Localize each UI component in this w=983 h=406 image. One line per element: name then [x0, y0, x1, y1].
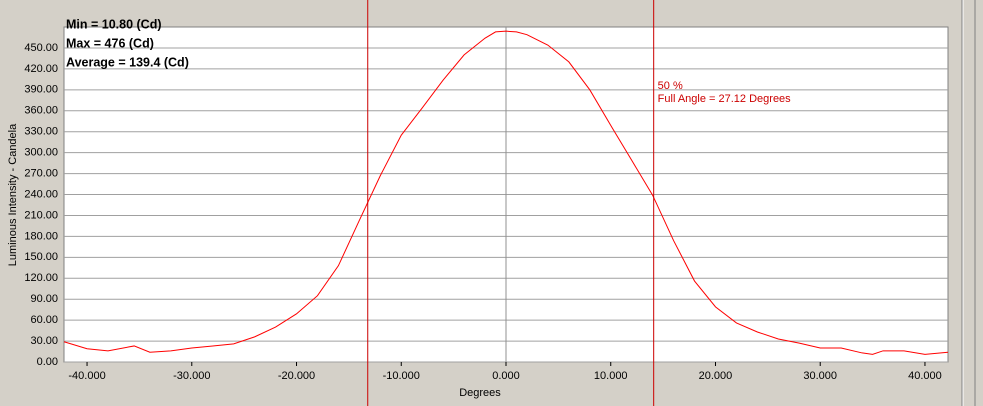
x-tick-label: 0.000	[492, 370, 520, 382]
line-series	[63, 30, 949, 355]
grid	[64, 27, 948, 363]
x-tick-label: -40.000	[68, 370, 105, 382]
x-tick-label: 40.000	[908, 370, 942, 382]
y-tick-label: 300.00	[24, 147, 58, 159]
y-tick-label: 330.00	[24, 126, 58, 138]
annotation: Full Angle = 27.12 Degrees	[658, 93, 792, 105]
stat-max: Max = 476 (Cd)	[66, 36, 154, 50]
x-tick-label: -30.000	[173, 370, 210, 382]
stat-min: Min = 10.80 (Cd)	[66, 17, 162, 31]
y-tick-label: 0.00	[37, 356, 58, 368]
y-tick-label: 360.00	[24, 105, 58, 117]
y-tick-label: 270.00	[24, 167, 58, 179]
y-tick-label: 30.00	[30, 335, 58, 347]
stat-average: Average = 139.4 (Cd)	[66, 55, 189, 69]
y-tick-label: 150.00	[24, 251, 58, 263]
y-tick-label: 420.00	[24, 63, 58, 75]
annotation: 50 %	[658, 80, 683, 92]
x-tick-label: 20.000	[699, 370, 733, 382]
y-tick-label: 450.00	[24, 42, 58, 54]
y-tick-label: 240.00	[24, 188, 58, 200]
y-tick-label: 210.00	[24, 209, 58, 221]
x-tick-label: 10.000	[594, 370, 628, 382]
y-tick-label: 390.00	[24, 84, 58, 96]
y-tick-label: 90.00	[30, 293, 58, 305]
x-axis-label: Degrees	[459, 387, 501, 399]
y-tick-label: 60.00	[30, 314, 58, 326]
y-tick-label: 180.00	[24, 230, 58, 242]
x-tick-label: -10.000	[383, 370, 420, 382]
x-tick-label: 30.000	[803, 370, 837, 382]
y-tick-label: 120.00	[24, 272, 58, 284]
y-axis-label: Luminous Intensity - Candela	[7, 123, 19, 266]
x-tick-label: -20.000	[278, 370, 315, 382]
marks	[63, 0, 949, 406]
